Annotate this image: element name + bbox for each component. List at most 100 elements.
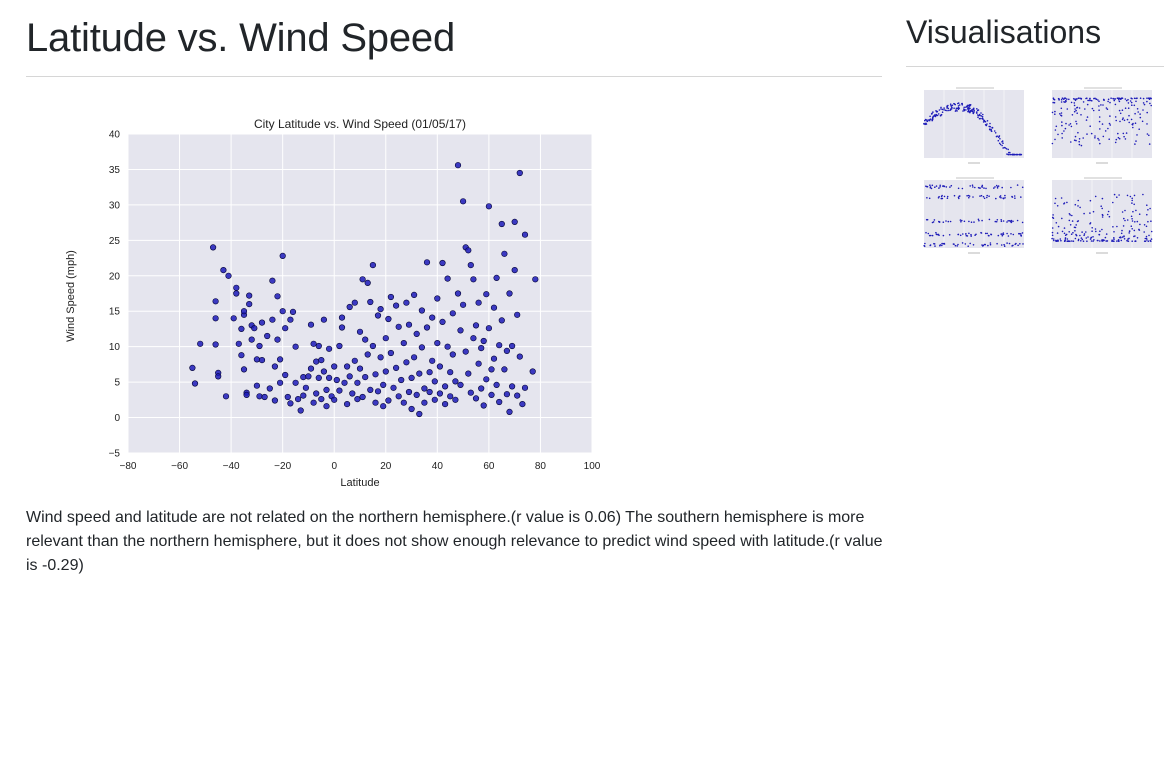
thumbnail-point — [1106, 240, 1108, 242]
thumbnail-point — [976, 114, 979, 116]
thumbnail-point — [1134, 112, 1136, 115]
thumbnail-point — [970, 233, 972, 236]
thumbnail-point — [1000, 219, 1002, 221]
thumbnail-point — [1148, 134, 1150, 137]
thumbnail-point — [1011, 196, 1014, 198]
data-point — [429, 357, 436, 364]
thumbnail-point — [943, 185, 946, 188]
thumbnail-point — [1134, 143, 1136, 145]
thumbnail-point — [967, 245, 969, 247]
thumbnail-point — [944, 109, 947, 112]
data-point — [212, 341, 219, 348]
data-point — [462, 348, 469, 355]
thumbnail-point — [1082, 240, 1085, 242]
data-point — [374, 388, 382, 395]
thumbnail-point — [1109, 124, 1112, 126]
thumbnail-point — [946, 107, 948, 109]
thumbnail-point — [926, 185, 928, 188]
thumbnail-point — [937, 197, 940, 199]
data-point — [253, 382, 260, 389]
thumbnail-point — [1118, 98, 1120, 101]
thumbnail-latitude-vs-humidity[interactable] — [1044, 86, 1156, 166]
thumbnail-point — [1089, 199, 1092, 202]
thumbnail-point — [1003, 243, 1005, 246]
thumbnail-point — [1000, 220, 1003, 223]
thumbnail-point — [1101, 228, 1103, 231]
data-point — [475, 360, 482, 367]
y-axis-label: Wind Speed (mph) — [65, 250, 77, 342]
thumbnail-point — [941, 108, 944, 111]
thumbnail-point — [1085, 237, 1088, 239]
thumbnail-latitude-vs-cloudiness[interactable] — [916, 176, 1028, 256]
thumbnail-point — [1127, 102, 1130, 104]
data-point — [498, 317, 505, 324]
thumbnail-latitude-vs-temperature[interactable] — [916, 86, 1028, 166]
thumbnail-point — [991, 126, 993, 129]
data-point — [362, 374, 369, 381]
thumbnail-point — [998, 135, 1001, 137]
data-point — [418, 344, 426, 351]
thumbnail-point — [999, 143, 1002, 146]
thumbnail-point — [954, 103, 956, 106]
thumbnail-point — [1064, 237, 1067, 239]
thumbnail-point — [1075, 120, 1077, 123]
data-point — [372, 399, 379, 406]
thumbnail-point — [994, 220, 997, 223]
data-point — [478, 385, 485, 392]
data-point — [411, 354, 418, 361]
thumbnail-point — [1077, 205, 1079, 207]
data-point — [519, 401, 526, 408]
thumbnail-point — [1124, 107, 1127, 109]
thumbnail-point — [972, 112, 974, 114]
thumbnail-point — [1150, 238, 1153, 240]
thumbnail-point — [1080, 237, 1083, 239]
thumbnail-point — [1113, 98, 1115, 100]
thumbnail-point — [1113, 237, 1115, 239]
thumbnail-point — [995, 197, 997, 200]
thumbnail-point — [1010, 186, 1012, 189]
data-point — [351, 299, 358, 306]
thumbnail-point — [1075, 233, 1077, 236]
thumbnail-point — [1006, 242, 1008, 244]
thumbnail-point — [1107, 98, 1110, 101]
thumbnail-point — [984, 124, 987, 126]
thumbnail-point — [1145, 237, 1148, 240]
data-point — [240, 308, 248, 315]
thumbnail-latitude-vs-wind-speed[interactable] — [1044, 176, 1156, 256]
thumbnail-point — [1101, 213, 1104, 216]
thumbnail-point — [939, 184, 941, 187]
thumbnail-point — [982, 113, 984, 116]
thumbnail-point — [923, 123, 925, 125]
thumbnail-point — [1133, 235, 1135, 238]
thumbnail-point — [1136, 97, 1138, 99]
data-point — [269, 316, 276, 323]
y-tick-label: 20 — [109, 271, 121, 282]
thumbnail-point — [1148, 234, 1150, 237]
thumbnail-point — [1012, 220, 1014, 223]
thumbnail-point — [1102, 135, 1105, 138]
thumbnail-point — [1130, 101, 1133, 104]
thumbnail-point — [1063, 97, 1066, 99]
thumbnail-point — [1132, 126, 1134, 129]
thumbnail-point — [1063, 232, 1066, 235]
x-tick-label: −60 — [171, 461, 188, 472]
data-point — [387, 293, 395, 301]
data-point — [246, 301, 253, 308]
thumbnail-point — [926, 120, 928, 122]
thumbnail-point — [946, 197, 949, 199]
thumbnail-point — [993, 130, 996, 132]
thumbnail-point — [1108, 138, 1110, 140]
thumbnail-point — [1122, 117, 1124, 119]
thumbnail-point — [1128, 114, 1130, 117]
thumbnail-point — [927, 232, 930, 235]
data-point — [326, 345, 333, 352]
thumbnail-point — [1010, 233, 1012, 235]
data-point — [393, 302, 400, 309]
thumbnail-point — [1115, 138, 1118, 141]
thumbnail-point — [1081, 231, 1083, 233]
thumbnail-point — [1109, 115, 1111, 117]
thumbnail-point — [940, 106, 942, 109]
thumbnail-point — [1121, 211, 1124, 213]
thumbnail-point — [1089, 212, 1091, 214]
data-point — [292, 343, 299, 350]
